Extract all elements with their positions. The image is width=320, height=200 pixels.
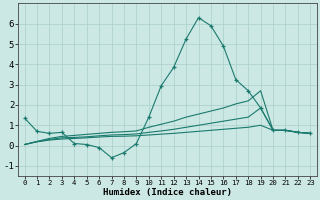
X-axis label: Humidex (Indice chaleur): Humidex (Indice chaleur)	[103, 188, 232, 197]
